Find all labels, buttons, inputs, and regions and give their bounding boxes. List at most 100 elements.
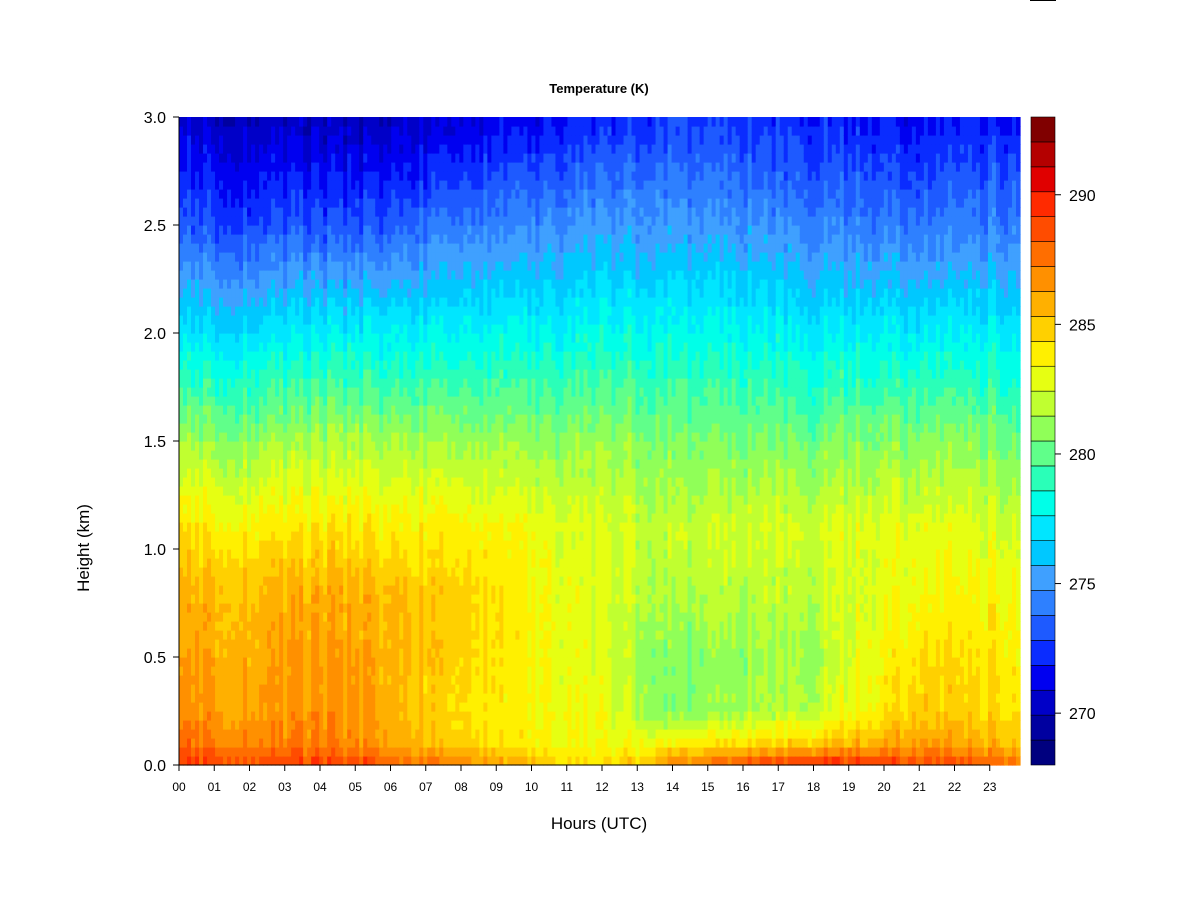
heatmap-cell <box>291 423 296 433</box>
heatmap-cell <box>415 171 420 181</box>
heatmap-cell <box>375 675 380 685</box>
heatmap-cell <box>335 171 340 181</box>
heatmap-cell <box>431 207 436 217</box>
heatmap-cell <box>407 162 412 172</box>
heatmap-cell <box>343 648 348 658</box>
heatmap-cell <box>179 288 184 298</box>
heatmap-cell <box>291 351 296 361</box>
heatmap-cell <box>319 207 324 217</box>
heatmap-cell <box>347 711 352 721</box>
heatmap-cell <box>323 315 328 325</box>
heatmap-cell <box>219 405 224 415</box>
heatmap-cell <box>283 558 288 568</box>
heatmap-cell <box>227 342 232 352</box>
heatmap-cell <box>363 459 368 469</box>
heatmap-cell <box>383 675 388 685</box>
heatmap-cell <box>339 450 344 460</box>
heatmap-cell <box>215 576 220 586</box>
heatmap-cell <box>263 360 268 370</box>
heatmap-cell <box>203 207 208 217</box>
heatmap-cell <box>379 747 384 757</box>
heatmap-cell <box>259 378 264 388</box>
heatmap-cell <box>267 558 272 568</box>
heatmap-cell <box>327 396 332 406</box>
heatmap-cell <box>223 675 228 685</box>
heatmap-cell <box>263 594 268 604</box>
heatmap-cell <box>315 432 320 442</box>
heatmap-cell <box>227 513 232 523</box>
heatmap-cell <box>187 666 192 676</box>
heatmap-cell <box>263 729 268 739</box>
heatmap-cell <box>447 342 452 352</box>
heatmap-cell <box>243 297 248 307</box>
heatmap-cell <box>279 666 284 676</box>
heatmap-cell <box>187 720 192 730</box>
heatmap-cell <box>331 261 336 271</box>
heatmap-cell <box>271 540 276 550</box>
heatmap-cell <box>391 198 396 208</box>
heatmap-cell <box>291 342 296 352</box>
heatmap-cell <box>423 450 428 460</box>
heatmap-cell <box>307 144 312 154</box>
heatmap-cell <box>343 603 348 613</box>
heatmap-cell <box>439 729 444 739</box>
heatmap-cell <box>391 288 396 298</box>
heatmap-cell <box>415 594 420 604</box>
heatmap-cell <box>375 477 380 487</box>
heatmap-cell <box>351 216 356 226</box>
heatmap-cell <box>343 144 348 154</box>
heatmap-cell <box>315 207 320 217</box>
heatmap-cell <box>331 495 336 505</box>
heatmap-cell <box>363 297 368 307</box>
heatmap-cell <box>323 153 328 163</box>
heatmap-cell <box>367 531 372 541</box>
heatmap-cell <box>307 666 312 676</box>
heatmap-cell <box>447 162 452 172</box>
heatmap-cell <box>403 558 408 568</box>
heatmap-cell <box>247 567 252 577</box>
heatmap-cell <box>363 387 368 397</box>
heatmap-cell <box>195 423 200 433</box>
heatmap-cell <box>243 225 248 235</box>
heatmap-cell <box>239 423 244 433</box>
heatmap-cell <box>415 756 420 766</box>
heatmap-cell <box>203 414 208 424</box>
heatmap-cell <box>367 486 372 496</box>
heatmap-cell <box>319 648 324 658</box>
heatmap-cell <box>183 216 188 226</box>
heatmap-cell <box>227 243 232 253</box>
heatmap-cell <box>327 603 332 613</box>
heatmap-cell <box>215 468 220 478</box>
heatmap-cell <box>311 315 316 325</box>
heatmap-cell <box>275 630 280 640</box>
heatmap-cell <box>419 567 424 577</box>
heatmap-cell <box>219 162 224 172</box>
heatmap-cell <box>379 378 384 388</box>
heatmap-cell <box>279 432 284 442</box>
heatmap-cell <box>299 207 304 217</box>
heatmap-cell <box>327 252 332 262</box>
heatmap-cell <box>267 585 272 595</box>
heatmap-cell <box>447 432 452 442</box>
heatmap-cell <box>219 684 224 694</box>
heatmap-cell <box>391 441 396 451</box>
heatmap-cell <box>243 486 248 496</box>
heatmap-cell <box>419 558 424 568</box>
heatmap-cell <box>295 279 300 289</box>
heatmap-cell <box>371 333 376 343</box>
heatmap-cell <box>435 450 440 460</box>
heatmap-cell <box>347 567 352 577</box>
heatmap-cell <box>239 603 244 613</box>
heatmap-cell <box>231 306 236 316</box>
heatmap-cell <box>447 639 452 649</box>
heatmap-cell <box>443 414 448 424</box>
heatmap-cell <box>195 252 200 262</box>
heatmap-cell <box>387 621 392 631</box>
heatmap-cell <box>231 738 236 748</box>
heatmap-cell <box>399 468 404 478</box>
heatmap-cell <box>247 603 252 613</box>
heatmap-cell <box>319 324 324 334</box>
heatmap-cell <box>195 162 200 172</box>
heatmap-cell <box>343 720 348 730</box>
heatmap-cell <box>407 486 412 496</box>
